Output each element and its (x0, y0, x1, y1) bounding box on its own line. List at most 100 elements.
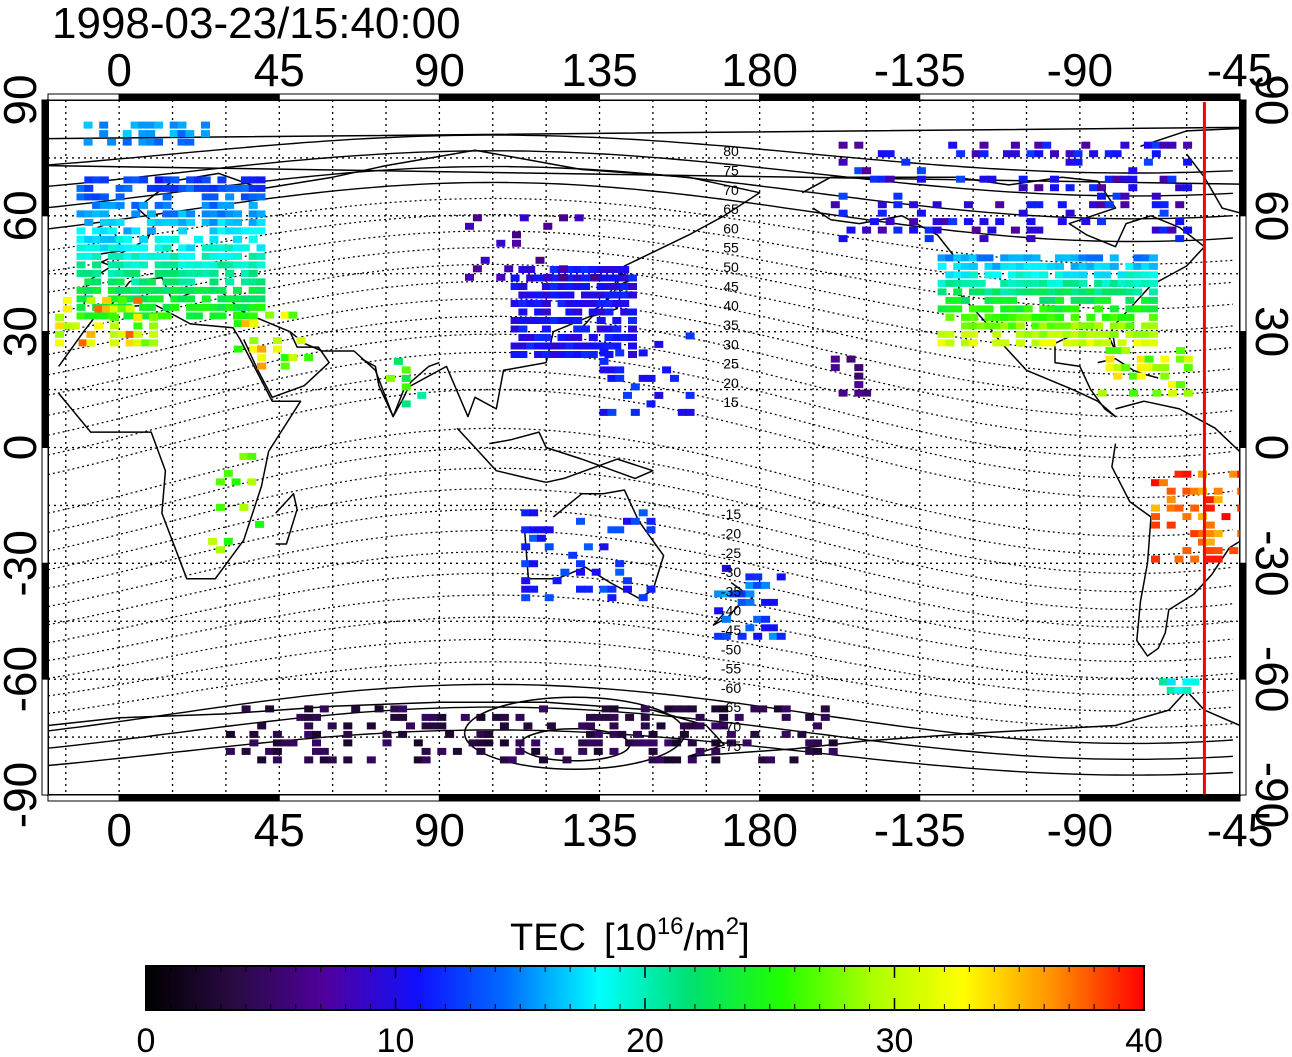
tec-cell (581, 283, 590, 290)
tec-cell (257, 295, 266, 302)
tec-cell (649, 756, 658, 763)
tec-cell (1097, 201, 1106, 208)
tec-cell (581, 351, 590, 358)
tec-cell (1133, 305, 1142, 312)
tec-cell (84, 244, 93, 251)
tec-cell (518, 309, 527, 316)
tec-cell (123, 227, 132, 234)
tec-cell (1105, 150, 1114, 157)
tec-cell (933, 201, 942, 208)
tec-cell (249, 219, 258, 226)
tec-cell (1110, 288, 1119, 295)
tec-cell (126, 339, 135, 346)
tec-cell (84, 122, 93, 129)
tec-cell (1000, 322, 1009, 329)
tec-cell (77, 304, 86, 311)
tec-cell (312, 714, 321, 721)
latitude-tick-label: 30 (1246, 306, 1292, 357)
tec-cell (969, 305, 978, 312)
tec-cell (542, 351, 551, 358)
colorbar-tick-label: 0 (137, 1022, 156, 1057)
tec-cell (559, 265, 568, 272)
tec-cell (1167, 678, 1176, 685)
tec-cell (1086, 297, 1095, 304)
tec-cell (241, 176, 250, 183)
tec-cell (628, 326, 637, 333)
tec-cell (961, 322, 970, 329)
tec-cell (186, 270, 195, 277)
tec-cell (170, 278, 179, 285)
tec-cell (1167, 505, 1176, 512)
tec-cell (1094, 305, 1103, 312)
tec-cell (63, 305, 72, 312)
tec-cell (1089, 201, 1098, 208)
tec-cell (672, 739, 681, 746)
tec-cell (249, 270, 258, 277)
tec-cell (664, 756, 673, 763)
tec-cell (92, 227, 101, 234)
tec-cell (147, 185, 156, 192)
tec-cell (163, 270, 172, 277)
tec-cell (961, 331, 970, 338)
tec-cell (1214, 530, 1223, 537)
tec-cell (210, 304, 219, 311)
tec-cell (612, 300, 621, 307)
tec-cell (584, 586, 593, 593)
tec-cell (1152, 150, 1161, 157)
tec-cell (1183, 227, 1192, 234)
tec-cell (639, 375, 648, 382)
tec-cell (216, 546, 225, 553)
tec-cell (1016, 271, 1025, 278)
tec-cell (249, 227, 258, 234)
tec-cell (116, 244, 125, 251)
tec-cell (829, 739, 838, 746)
tec-cell (232, 478, 241, 485)
tec-cell (945, 331, 954, 338)
tec-cell (210, 219, 219, 226)
tec-cell (217, 244, 226, 251)
tec-cell (1094, 339, 1103, 346)
tec-cell (1016, 280, 1025, 287)
tec-cell (194, 312, 203, 319)
tec-cell (1133, 263, 1142, 270)
tec-cell (628, 283, 637, 290)
tec-cell (257, 363, 266, 370)
tec-cell (163, 185, 172, 192)
tec-cell (511, 300, 520, 307)
tec-cell (484, 739, 493, 746)
tec-cell (116, 261, 125, 268)
tec-cell (607, 409, 616, 416)
tec-cell (1089, 184, 1098, 191)
tec-cell (147, 253, 156, 260)
tec-cell (581, 275, 590, 282)
tec-cell (565, 309, 574, 316)
tec-cell (202, 295, 211, 302)
tec-cell (1019, 184, 1028, 191)
tec-cell (805, 739, 814, 746)
tec-cell (84, 270, 93, 277)
tec-cell (233, 244, 242, 251)
tec-cell (565, 334, 574, 341)
tec-cell (745, 599, 754, 606)
tec-cell (402, 383, 411, 390)
tec-cell (273, 756, 282, 763)
tec-cell (241, 304, 250, 311)
tec-cell (1160, 176, 1169, 183)
tec-cell (110, 322, 119, 329)
tec-cell (139, 244, 148, 251)
tec-cell (186, 304, 195, 311)
tec-cell (1113, 364, 1122, 371)
tec-cell (1094, 288, 1103, 295)
tec-cell (131, 244, 140, 251)
latitude-tick-label: 0 (1246, 435, 1292, 461)
tec-cell (1118, 288, 1127, 295)
tec-cell (163, 202, 172, 209)
tec-cell (711, 722, 720, 729)
tec-cell (178, 278, 187, 285)
tec-cell (1137, 364, 1146, 371)
tec-cell (210, 193, 219, 200)
tec-cell (1133, 288, 1142, 295)
tec-cell (1094, 271, 1103, 278)
tec-cell (108, 253, 117, 260)
contour-label: -65 (721, 699, 741, 715)
